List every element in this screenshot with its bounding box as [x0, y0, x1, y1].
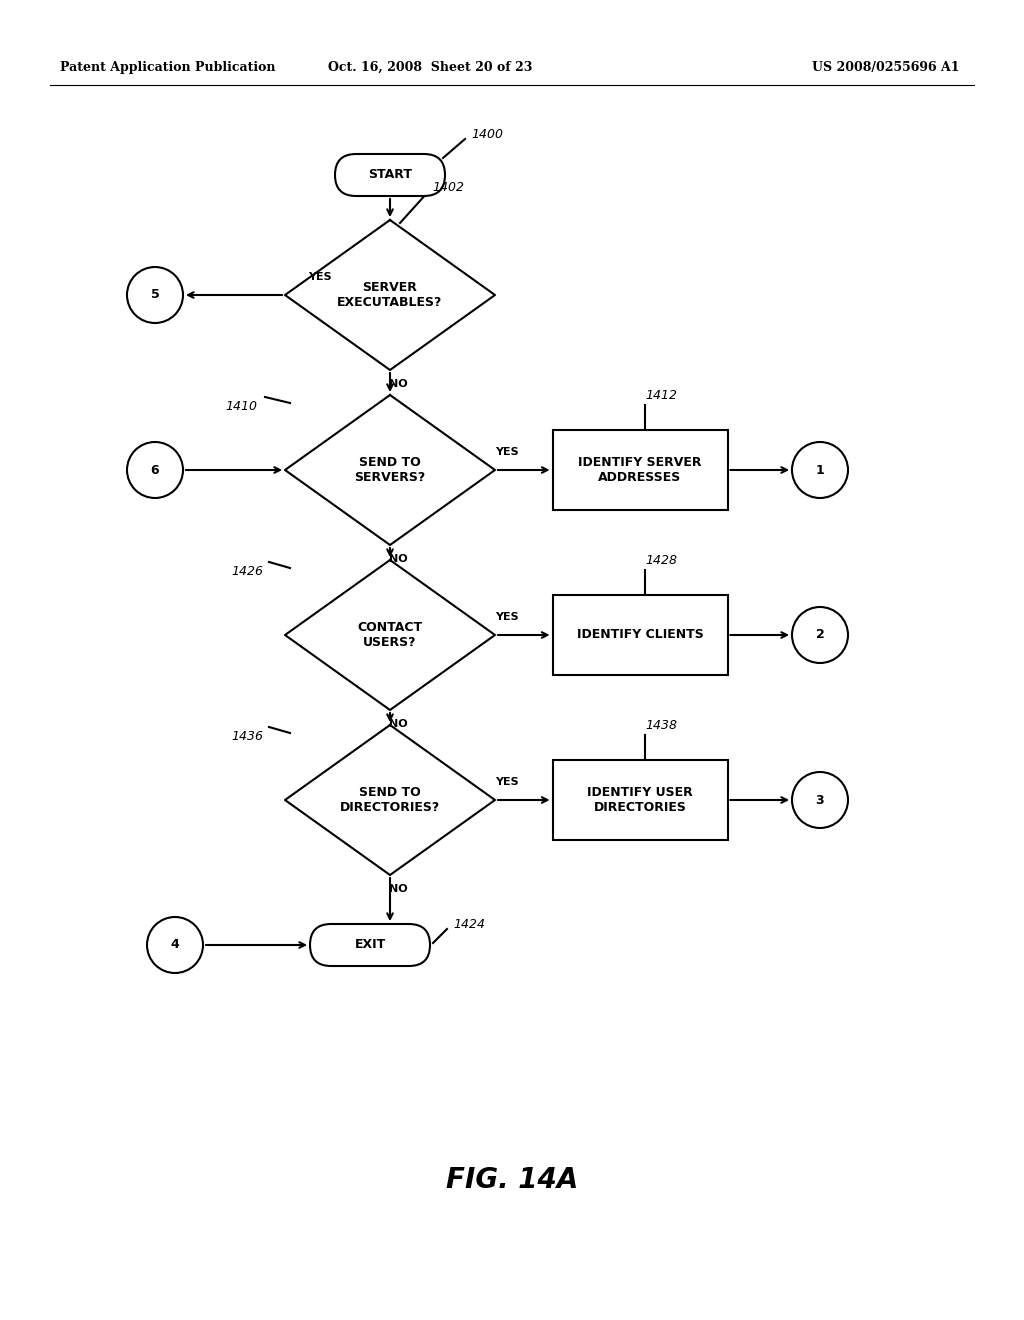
Text: 4: 4: [171, 939, 179, 952]
Text: 1424: 1424: [453, 917, 485, 931]
Text: 1402: 1402: [432, 181, 464, 194]
Text: 6: 6: [151, 463, 160, 477]
Bar: [553, 430, 727, 510]
Text: 1426: 1426: [231, 565, 263, 578]
Text: IDENTIFY USER
DIRECTORIES: IDENTIFY USER DIRECTORIES: [587, 785, 693, 814]
Text: 1: 1: [816, 463, 824, 477]
Bar: [553, 760, 727, 840]
Text: 2: 2: [816, 628, 824, 642]
Text: US 2008/0255696 A1: US 2008/0255696 A1: [812, 61, 961, 74]
Text: IDENTIFY CLIENTS: IDENTIFY CLIENTS: [577, 628, 703, 642]
Text: 1400: 1400: [471, 128, 503, 141]
Text: NO: NO: [389, 884, 408, 894]
Text: FIG. 14A: FIG. 14A: [445, 1166, 579, 1195]
Text: NO: NO: [389, 554, 408, 564]
Text: CONTACT
USERS?: CONTACT USERS?: [357, 620, 423, 649]
Text: SERVER
EXECUTABLES?: SERVER EXECUTABLES?: [337, 281, 442, 309]
Text: Oct. 16, 2008  Sheet 20 of 23: Oct. 16, 2008 Sheet 20 of 23: [328, 61, 532, 74]
Text: 1428: 1428: [645, 554, 677, 568]
Text: START: START: [368, 169, 412, 181]
Text: 1410: 1410: [225, 400, 257, 413]
Text: 5: 5: [151, 289, 160, 301]
Text: YES: YES: [496, 447, 519, 457]
Text: IDENTIFY SERVER
ADDRESSES: IDENTIFY SERVER ADDRESSES: [579, 455, 701, 484]
Text: SEND TO
SERVERS?: SEND TO SERVERS?: [354, 455, 426, 484]
Text: SEND TO
DIRECTORIES?: SEND TO DIRECTORIES?: [340, 785, 440, 814]
Text: EXIT: EXIT: [354, 939, 386, 952]
Text: 1436: 1436: [231, 730, 263, 743]
Text: NO: NO: [389, 379, 408, 389]
FancyBboxPatch shape: [335, 154, 445, 195]
Text: Patent Application Publication: Patent Application Publication: [60, 61, 275, 74]
Text: YES: YES: [496, 612, 519, 622]
Bar: [553, 595, 727, 675]
Text: 1412: 1412: [645, 389, 677, 403]
Text: YES: YES: [496, 777, 519, 787]
FancyBboxPatch shape: [310, 924, 430, 966]
Text: 3: 3: [816, 793, 824, 807]
Text: NO: NO: [389, 719, 408, 729]
Text: YES: YES: [307, 272, 332, 282]
Text: 1438: 1438: [645, 719, 677, 733]
